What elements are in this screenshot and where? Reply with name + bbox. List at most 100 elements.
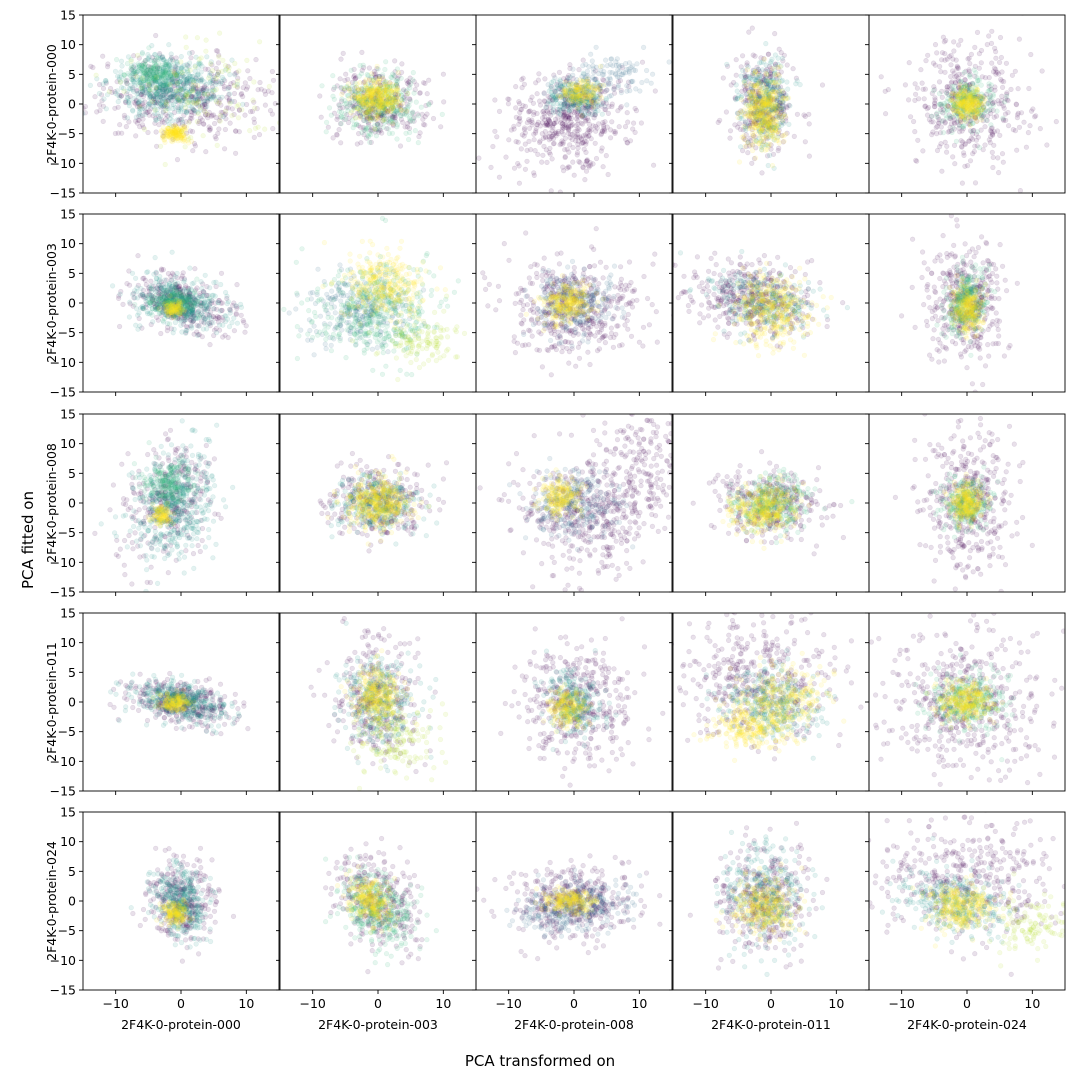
data-point xyxy=(552,141,557,146)
data-point xyxy=(124,124,129,129)
data-point xyxy=(118,95,123,100)
data-point xyxy=(591,124,596,129)
data-point xyxy=(633,130,638,135)
data-point xyxy=(589,112,594,117)
data-point xyxy=(252,117,257,122)
data-point xyxy=(588,163,593,168)
data-point xyxy=(593,141,598,146)
data-point xyxy=(777,115,782,120)
data-point xyxy=(252,135,257,140)
data-point xyxy=(570,137,575,142)
data-point xyxy=(615,75,620,80)
data-point xyxy=(1029,109,1034,114)
data-point xyxy=(1004,94,1009,99)
data-point xyxy=(967,56,972,61)
data-point xyxy=(179,129,184,134)
data-point xyxy=(410,119,415,124)
data-point xyxy=(721,76,726,81)
data-point xyxy=(489,165,494,170)
data-point xyxy=(767,153,772,158)
data-point xyxy=(1014,148,1019,153)
data-point xyxy=(349,111,354,116)
data-point xyxy=(943,70,948,75)
data-point xyxy=(413,128,418,133)
data-point xyxy=(245,58,250,63)
data-point xyxy=(513,84,518,89)
y-tick-label: 10 xyxy=(60,37,76,52)
data-point xyxy=(951,40,956,45)
data-point xyxy=(204,149,209,154)
data-point xyxy=(787,122,792,127)
data-point xyxy=(558,190,563,195)
data-point xyxy=(325,82,330,87)
data-point xyxy=(568,132,573,137)
data-point xyxy=(383,67,388,72)
data-point xyxy=(653,89,658,94)
data-point xyxy=(423,123,428,128)
data-point xyxy=(968,61,973,66)
data-point xyxy=(599,96,604,101)
data-point xyxy=(606,111,611,116)
data-point xyxy=(1013,69,1018,74)
data-point xyxy=(753,156,758,161)
data-point xyxy=(779,106,784,111)
data-point xyxy=(1000,151,1005,156)
data-point xyxy=(541,109,546,114)
data-point xyxy=(558,112,563,117)
data-point xyxy=(107,89,112,94)
data-point xyxy=(554,85,559,90)
data-point xyxy=(324,120,329,125)
data-point xyxy=(551,79,556,84)
data-point xyxy=(616,85,621,90)
data-point xyxy=(596,99,601,104)
data-point xyxy=(536,120,541,125)
data-point xyxy=(614,60,619,65)
data-point xyxy=(908,115,913,120)
data-point xyxy=(368,140,373,145)
data-point xyxy=(365,72,370,77)
data-point xyxy=(744,103,749,108)
data-point xyxy=(125,116,130,121)
data-point xyxy=(571,160,576,165)
data-point xyxy=(795,79,800,84)
data-point xyxy=(331,94,336,99)
data-point xyxy=(184,82,189,87)
data-point xyxy=(623,71,628,76)
data-point xyxy=(158,144,163,149)
data-point xyxy=(230,113,235,118)
data-point xyxy=(183,145,188,150)
data-point xyxy=(334,132,339,137)
data-point xyxy=(734,83,739,88)
data-point xyxy=(290,101,295,106)
data-point xyxy=(518,119,523,124)
data-point xyxy=(768,142,773,147)
data-point xyxy=(923,87,928,92)
data-point xyxy=(921,149,926,154)
data-point xyxy=(785,80,790,85)
data-point xyxy=(318,94,323,99)
data-point xyxy=(740,135,745,140)
data-point xyxy=(230,107,235,112)
data-point xyxy=(992,66,997,71)
data-point xyxy=(913,158,918,163)
data-point xyxy=(195,35,200,40)
data-point xyxy=(205,112,210,117)
data-point xyxy=(983,143,988,148)
data-point xyxy=(509,128,514,133)
data-point xyxy=(764,71,769,76)
data-point xyxy=(267,84,272,89)
data-point xyxy=(601,72,606,77)
data-point xyxy=(618,106,623,111)
data-point xyxy=(751,143,756,148)
data-point xyxy=(77,65,82,70)
data-point xyxy=(361,63,366,68)
data-point xyxy=(571,67,576,72)
data-point xyxy=(783,114,788,119)
data-point xyxy=(195,119,200,124)
data-point xyxy=(761,136,766,141)
data-point xyxy=(1014,102,1019,107)
y-tick-label: 15 xyxy=(60,8,76,23)
data-point xyxy=(251,98,256,103)
data-point xyxy=(205,55,210,60)
data-point xyxy=(543,134,548,139)
